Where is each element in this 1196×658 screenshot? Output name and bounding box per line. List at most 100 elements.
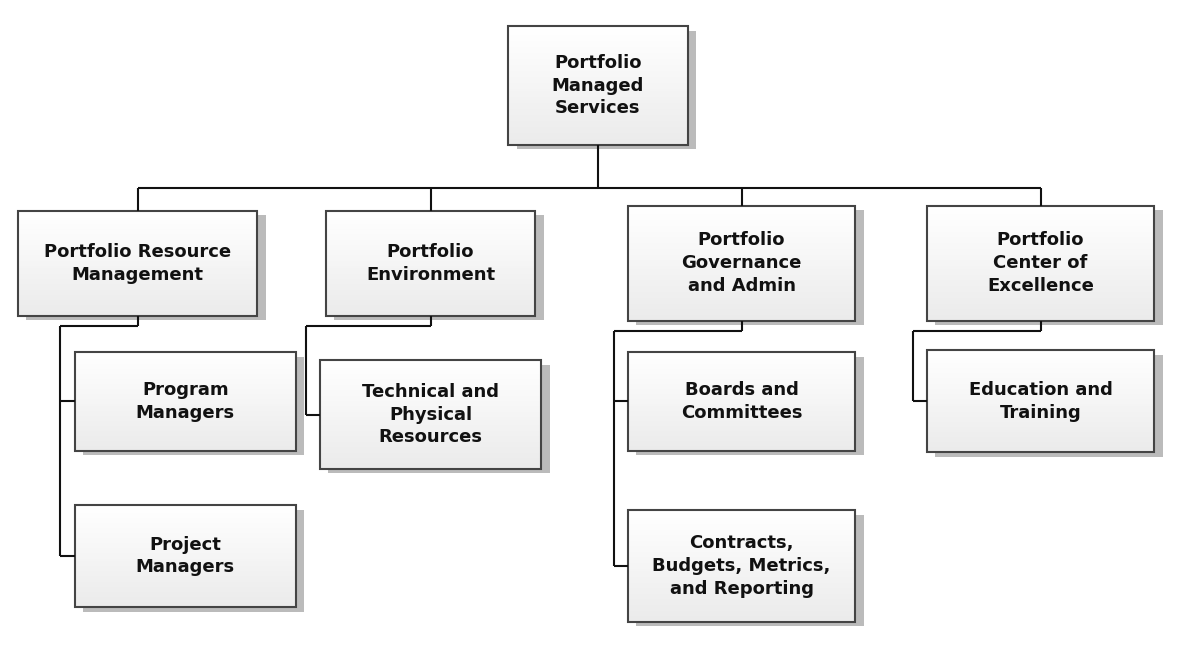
FancyBboxPatch shape bbox=[84, 509, 304, 612]
Bar bbox=[927, 386, 1154, 389]
Bar bbox=[18, 229, 257, 232]
Bar bbox=[325, 292, 535, 295]
Bar bbox=[628, 226, 855, 229]
Bar bbox=[319, 376, 541, 379]
Bar bbox=[927, 391, 1154, 393]
Bar bbox=[628, 369, 855, 372]
Bar bbox=[74, 546, 297, 548]
FancyBboxPatch shape bbox=[636, 357, 864, 455]
Bar bbox=[74, 417, 297, 418]
Bar bbox=[508, 118, 688, 121]
Bar bbox=[628, 555, 855, 557]
Bar bbox=[74, 556, 297, 559]
Bar bbox=[628, 318, 855, 321]
Bar bbox=[628, 552, 855, 555]
Bar bbox=[74, 424, 297, 426]
Bar bbox=[18, 268, 257, 271]
Bar bbox=[628, 359, 855, 362]
Bar bbox=[927, 238, 1154, 240]
Bar bbox=[628, 426, 855, 428]
Bar bbox=[628, 546, 855, 549]
Bar bbox=[628, 263, 855, 266]
Bar bbox=[628, 541, 855, 544]
Bar bbox=[74, 561, 297, 564]
Bar bbox=[74, 386, 297, 389]
Bar bbox=[628, 392, 855, 394]
Bar bbox=[508, 50, 688, 53]
Bar bbox=[927, 263, 1154, 266]
Bar bbox=[18, 218, 257, 221]
Bar bbox=[628, 424, 855, 426]
Bar bbox=[325, 237, 535, 240]
Bar bbox=[74, 541, 297, 544]
Bar bbox=[74, 394, 297, 396]
Bar bbox=[508, 35, 688, 38]
Bar bbox=[74, 576, 297, 579]
Bar bbox=[74, 597, 297, 599]
Bar bbox=[18, 247, 257, 250]
Bar bbox=[927, 424, 1154, 427]
Bar bbox=[628, 257, 855, 261]
Bar bbox=[927, 350, 1154, 353]
Bar bbox=[74, 448, 297, 451]
Text: Project
Managers: Project Managers bbox=[136, 536, 234, 576]
Bar bbox=[508, 133, 688, 136]
Bar bbox=[508, 139, 688, 142]
Bar bbox=[18, 242, 257, 245]
Bar bbox=[325, 261, 535, 263]
Bar bbox=[927, 355, 1154, 358]
Bar bbox=[325, 245, 535, 247]
FancyBboxPatch shape bbox=[636, 211, 864, 326]
Bar bbox=[927, 368, 1154, 371]
Bar bbox=[628, 563, 855, 566]
Bar bbox=[927, 437, 1154, 440]
Bar bbox=[325, 226, 535, 229]
Bar bbox=[927, 422, 1154, 424]
Bar bbox=[325, 258, 535, 261]
Bar bbox=[628, 266, 855, 269]
Bar bbox=[508, 112, 688, 115]
FancyBboxPatch shape bbox=[935, 211, 1163, 326]
Bar bbox=[319, 382, 541, 385]
Text: Portfolio
Governance
and Admin: Portfolio Governance and Admin bbox=[682, 232, 801, 295]
Bar bbox=[74, 544, 297, 546]
Bar bbox=[319, 422, 541, 425]
Bar bbox=[927, 381, 1154, 384]
Bar bbox=[628, 389, 855, 392]
Bar bbox=[508, 47, 688, 50]
Bar bbox=[628, 434, 855, 436]
Bar bbox=[927, 280, 1154, 284]
Bar bbox=[319, 395, 541, 398]
Bar bbox=[18, 261, 257, 263]
Bar bbox=[74, 592, 297, 594]
Bar bbox=[325, 213, 535, 216]
Bar bbox=[325, 305, 535, 308]
Bar bbox=[319, 407, 541, 409]
Bar bbox=[628, 374, 855, 376]
Bar bbox=[325, 216, 535, 218]
Bar bbox=[927, 205, 1154, 209]
Bar bbox=[927, 215, 1154, 217]
Bar bbox=[325, 284, 535, 287]
Bar bbox=[628, 549, 855, 552]
Bar bbox=[628, 234, 855, 238]
Bar bbox=[508, 74, 688, 77]
Bar bbox=[74, 441, 297, 443]
Bar bbox=[325, 300, 535, 303]
Bar bbox=[74, 566, 297, 569]
Bar bbox=[927, 361, 1154, 363]
Bar bbox=[628, 616, 855, 619]
Bar bbox=[319, 461, 541, 463]
Bar bbox=[628, 211, 855, 215]
Bar bbox=[74, 443, 297, 446]
Bar bbox=[319, 412, 541, 415]
Bar bbox=[74, 369, 297, 372]
Bar bbox=[319, 436, 541, 439]
Bar bbox=[325, 297, 535, 300]
Bar bbox=[927, 396, 1154, 399]
Bar bbox=[325, 253, 535, 255]
Bar bbox=[628, 286, 855, 289]
Bar bbox=[325, 282, 535, 284]
Bar bbox=[74, 525, 297, 528]
Bar bbox=[628, 436, 855, 438]
